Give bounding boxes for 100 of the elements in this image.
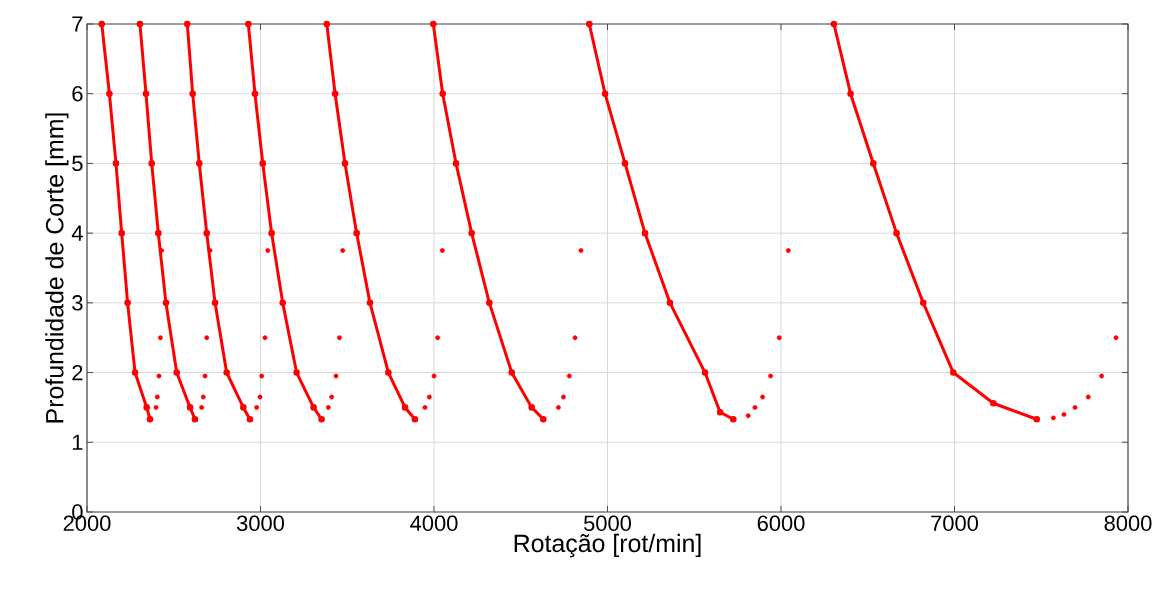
point (245, 20, 252, 28)
point (701, 369, 709, 376)
point (431, 373, 437, 379)
point (1113, 335, 1119, 341)
y-tick-label: 7 (72, 16, 83, 32)
point (435, 335, 441, 341)
point (257, 394, 263, 400)
x-tick-label: 8000 (1104, 515, 1152, 532)
point (1033, 415, 1041, 423)
x-tick-label: 7000 (931, 515, 979, 532)
point (785, 248, 791, 253)
y-tick-label: 4 (71, 225, 83, 241)
point (142, 90, 150, 97)
point (870, 160, 877, 167)
point (486, 299, 493, 307)
point (106, 90, 113, 97)
point (251, 90, 259, 97)
point (318, 415, 325, 423)
point (118, 229, 126, 237)
point (341, 160, 349, 167)
point (468, 229, 475, 237)
point (768, 373, 773, 379)
x-tick-label: 3000 (236, 515, 285, 532)
point (830, 20, 838, 28)
point (143, 404, 150, 411)
point (259, 373, 265, 379)
point (353, 229, 360, 237)
point (124, 299, 131, 307)
point (207, 248, 213, 253)
point (131, 369, 139, 376)
point (265, 248, 271, 253)
point (159, 248, 165, 253)
y-axis-title: Profundidade de Corte [mm] (45, 113, 69, 423)
point (195, 160, 203, 167)
point (385, 369, 392, 376)
point (847, 90, 854, 97)
point (183, 20, 191, 28)
point (1061, 411, 1067, 417)
point (439, 248, 445, 253)
point (199, 405, 205, 410)
point (204, 335, 210, 341)
point (340, 248, 346, 253)
point (337, 335, 342, 341)
point (1072, 405, 1078, 410)
point (203, 229, 211, 237)
point (155, 229, 162, 237)
point (561, 394, 566, 400)
point (202, 373, 208, 379)
point (279, 299, 287, 307)
point (223, 369, 230, 376)
point (641, 229, 649, 237)
point (452, 160, 460, 167)
point (154, 394, 160, 400)
y-tick-label: 2 (72, 364, 83, 381)
point (112, 160, 120, 167)
point (578, 248, 584, 253)
point (262, 335, 268, 341)
point (173, 369, 180, 376)
point (240, 404, 247, 411)
point (186, 404, 194, 411)
point (162, 299, 170, 307)
point (411, 415, 419, 423)
point (333, 373, 339, 379)
point (211, 299, 219, 307)
point (310, 404, 317, 411)
point (752, 405, 758, 410)
point (893, 229, 900, 237)
x-axis-title: Rotação [rot/min] (514, 533, 701, 558)
point (98, 20, 106, 28)
point (158, 335, 163, 341)
point (990, 399, 997, 407)
point (760, 394, 766, 400)
point (1051, 415, 1056, 421)
point (246, 415, 254, 423)
point (259, 160, 267, 167)
x-tick-label: 6000 (757, 515, 805, 532)
point (426, 394, 432, 400)
y-tick-label: 6 (72, 85, 83, 102)
point (325, 405, 331, 410)
point (366, 299, 374, 307)
point (1085, 394, 1091, 400)
point (323, 20, 331, 28)
point (293, 369, 300, 376)
point (422, 405, 428, 410)
point (949, 369, 957, 376)
point (1099, 373, 1105, 379)
y-tick-label: 3 (72, 295, 83, 311)
point (745, 413, 751, 419)
point (919, 299, 927, 307)
point (146, 415, 154, 423)
point (566, 373, 572, 379)
point (585, 20, 593, 28)
x-tick-label: 5000 (584, 515, 632, 532)
point (401, 404, 409, 411)
point (556, 405, 561, 410)
point (508, 369, 516, 376)
point (156, 373, 162, 379)
point (254, 405, 260, 410)
point (439, 90, 446, 97)
point (776, 335, 782, 341)
